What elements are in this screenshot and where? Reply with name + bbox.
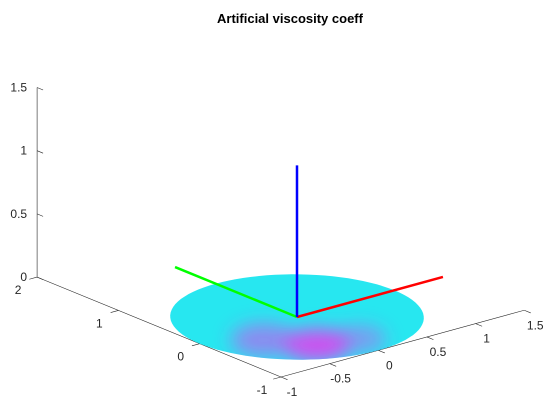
x-tick-mark bbox=[378, 350, 385, 354]
x-tick-label: 0.5 bbox=[430, 345, 447, 359]
x-tick-label: 1 bbox=[483, 332, 490, 346]
x-tick-label: 0 bbox=[386, 358, 393, 372]
y-tick-label: 1 bbox=[96, 316, 103, 330]
x-tick-mark bbox=[524, 309, 531, 314]
y-tick-mark bbox=[29, 276, 38, 280]
x-tick-label: -0.5 bbox=[330, 372, 351, 386]
x-tick-mark bbox=[426, 336, 434, 340]
y-tick-mark bbox=[273, 376, 282, 380]
surface-hotspot bbox=[331, 325, 387, 353]
y-axis-line bbox=[36, 276, 282, 378]
z-tick-mark bbox=[36, 87, 44, 91]
x-axis-line bbox=[296, 275, 444, 319]
surface-hotspot bbox=[230, 323, 297, 357]
z-tick-mark bbox=[36, 213, 44, 217]
z-tick-label: 0.5 bbox=[10, 207, 27, 221]
y-axis-line bbox=[174, 265, 298, 319]
x-tick-mark bbox=[329, 363, 337, 367]
y-tick-label: 2 bbox=[15, 283, 22, 297]
x-tick-label: -1 bbox=[287, 385, 298, 399]
surface-hotspots bbox=[230, 323, 387, 360]
y-tick-mark bbox=[191, 343, 200, 347]
z-tick-label: 1.5 bbox=[10, 81, 27, 95]
z-tick-mark bbox=[36, 276, 44, 280]
x-tick-mark bbox=[475, 323, 483, 327]
x-axis-line bbox=[280, 309, 525, 378]
y-tick-label: -1 bbox=[257, 383, 268, 397]
z-tick-label: 0 bbox=[20, 270, 27, 284]
chart-title: Artificial viscosity coeff bbox=[217, 11, 364, 26]
z-tick-label: 1 bbox=[20, 144, 27, 158]
y-tick-label: 0 bbox=[177, 350, 184, 364]
y-tick-mark bbox=[110, 310, 119, 313]
x-tick-label: 1.5 bbox=[527, 318, 544, 332]
z-tick-mark bbox=[36, 150, 44, 154]
x-tick-mark bbox=[280, 376, 288, 380]
origin-axis-lines bbox=[174, 165, 444, 319]
